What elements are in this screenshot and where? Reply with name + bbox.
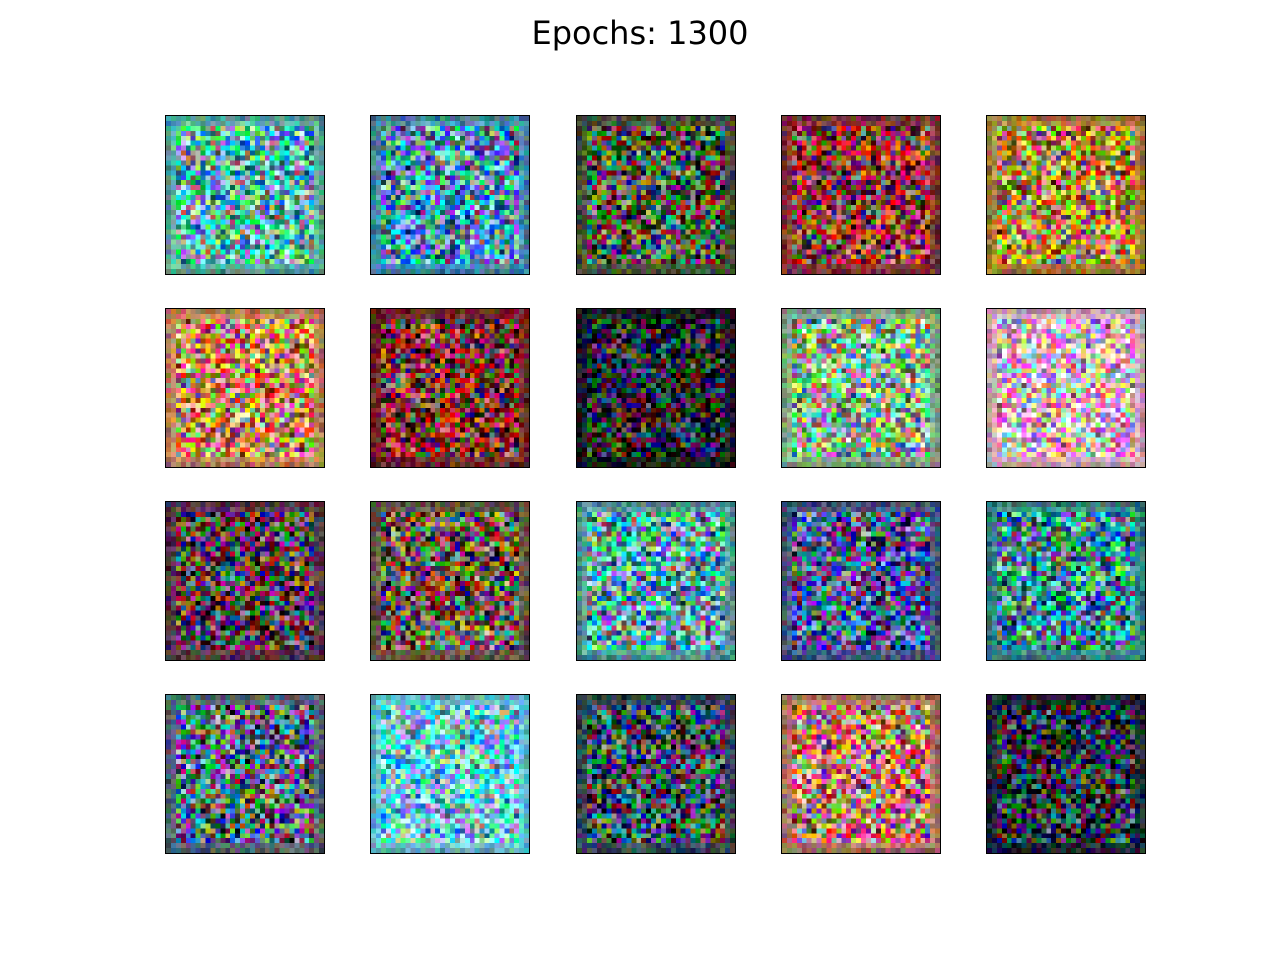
generated-sample-15 [986,501,1146,661]
sample-image [577,309,735,467]
sample-image [371,116,529,274]
generated-sample-14 [781,501,941,661]
generated-sample-6 [165,308,325,468]
generated-sample-13 [576,501,736,661]
generated-sample-11 [165,501,325,661]
generated-sample-19 [781,694,941,854]
sample-image [987,309,1145,467]
figure-title: Epochs: 1300 [531,14,749,52]
generated-sample-5 [986,115,1146,275]
generated-sample-16 [165,694,325,854]
sample-image [782,502,940,660]
sample-image [987,695,1145,853]
sample-image [371,695,529,853]
generated-sample-17 [370,694,530,854]
generated-sample-7 [370,308,530,468]
sample-image [782,309,940,467]
sample-image [782,695,940,853]
sample-image [166,309,324,467]
generated-sample-2 [370,115,530,275]
generated-sample-10 [986,308,1146,468]
generated-sample-4 [781,115,941,275]
sample-image [577,695,735,853]
generated-sample-1 [165,115,325,275]
generated-sample-3 [576,115,736,275]
sample-image [987,502,1145,660]
generated-sample-18 [576,694,736,854]
generated-sample-8 [576,308,736,468]
sample-image [577,502,735,660]
generated-sample-9 [781,308,941,468]
sample-image [782,116,940,274]
generated-sample-12 [370,501,530,661]
sample-image [166,695,324,853]
generated-sample-20 [986,694,1146,854]
sample-image [577,116,735,274]
sample-image [371,502,529,660]
sample-image [987,116,1145,274]
sample-image [371,309,529,467]
sample-image [166,502,324,660]
sample-image [166,116,324,274]
